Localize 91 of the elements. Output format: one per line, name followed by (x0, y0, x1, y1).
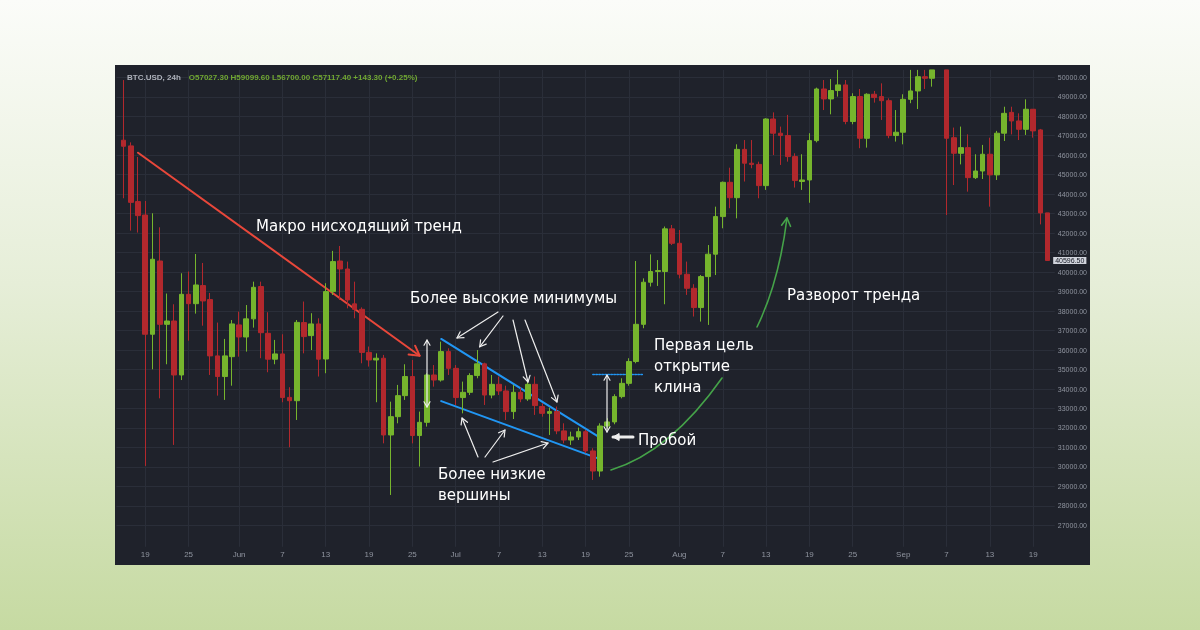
x-tick-label: 25 (184, 550, 194, 560)
candlestick (482, 362, 487, 406)
candlestick (612, 393, 617, 425)
candlestick (929, 69, 935, 88)
x-tick-label: 13 (985, 550, 995, 560)
candlestick (453, 364, 459, 406)
candlestick (915, 69, 921, 110)
x-tick-label: 25 (407, 550, 418, 560)
x-tick-label: 7 (944, 550, 950, 560)
candlestick (121, 79, 126, 199)
candlestick (807, 132, 812, 204)
candlestick (857, 88, 863, 149)
x-tick-label: 19 (364, 550, 375, 560)
candlestick (749, 139, 754, 169)
x-tick-label: Aug (672, 550, 687, 560)
candlestick (951, 127, 957, 186)
candlestick (287, 386, 292, 448)
candlestick (583, 429, 588, 454)
candlestick (727, 167, 733, 209)
candlestick (843, 79, 848, 125)
candlestick (734, 143, 740, 219)
candlestick (417, 411, 422, 468)
candlestick (590, 447, 596, 481)
candlestick (720, 181, 726, 229)
candlestick (987, 137, 993, 208)
x-tick-label: 13 (537, 550, 548, 560)
candlestick (489, 374, 495, 399)
candlestick (431, 364, 437, 388)
candlestick (1038, 128, 1043, 225)
x-tick-label: 7 (720, 550, 726, 560)
candlestick (756, 161, 762, 199)
candlestick (518, 387, 523, 403)
chart-title: BTC.USD, 24h (127, 72, 181, 82)
candlestick (373, 352, 379, 403)
candlestick (871, 90, 877, 104)
x-tick-label: Sep (896, 550, 911, 560)
candlestick (763, 117, 769, 191)
candlestick (850, 92, 856, 125)
x-tick-label: Jun (232, 550, 246, 560)
x-tick-label: 19 (140, 550, 151, 560)
annotation: Разворот тренда (787, 284, 921, 306)
candlestick (648, 253, 653, 288)
candlestick (713, 206, 718, 276)
x-tick-label: 19 (581, 550, 591, 560)
candlestick (641, 277, 646, 329)
candlestick (1023, 98, 1029, 136)
x-tick-label: 25 (624, 550, 634, 560)
candlestick (958, 126, 964, 165)
candlestick (446, 347, 451, 376)
x-tick-label: 7 (280, 550, 286, 560)
candlestick (1009, 106, 1014, 135)
chart-subtitle: O57027.30 H59099.60 L56700.00 C57117.40 +143.30 (+0.25%) (188, 72, 418, 82)
candlestick (677, 229, 682, 279)
candlestick (568, 431, 574, 446)
candlestick (770, 111, 776, 156)
candlestick (886, 97, 892, 139)
x-tick-label: Jul (450, 550, 461, 560)
annotation: Первая цель открытие клина (654, 334, 754, 398)
candlestick (814, 87, 819, 143)
candlestick (438, 341, 444, 383)
candlestick (576, 427, 581, 441)
candlestick (532, 376, 538, 416)
candlestick (973, 153, 978, 180)
candlestick (1045, 212, 1050, 261)
candlestick (944, 69, 949, 216)
x-tick-label: 19 (804, 550, 815, 560)
candlestick (410, 359, 415, 444)
candlestick (980, 144, 985, 180)
x-tick-label: 25 (848, 550, 858, 560)
candlestick (965, 133, 971, 193)
candlestick (539, 402, 545, 418)
candlestick (908, 69, 913, 104)
candlestick (669, 224, 675, 246)
candlestick (821, 79, 827, 111)
candlestick (1030, 108, 1036, 139)
x-tick-label: 13 (761, 550, 772, 560)
candlestick (511, 384, 516, 420)
candlestick (778, 126, 783, 166)
annotation: Более низкие вершины (438, 463, 546, 506)
candlestick (799, 153, 805, 191)
candlestick (879, 82, 884, 121)
candlestick (864, 92, 870, 149)
x-tick-label: 19 (1028, 550, 1039, 560)
candlestick (381, 354, 386, 444)
x-tick-label: 13 (321, 550, 331, 560)
candlestick (1016, 112, 1022, 141)
candlestick (547, 407, 552, 436)
annotation: Более высокие минимумы (410, 287, 618, 309)
candlestick (922, 69, 928, 90)
x-tick-label: 7 (496, 550, 502, 560)
candlestick (742, 139, 747, 183)
